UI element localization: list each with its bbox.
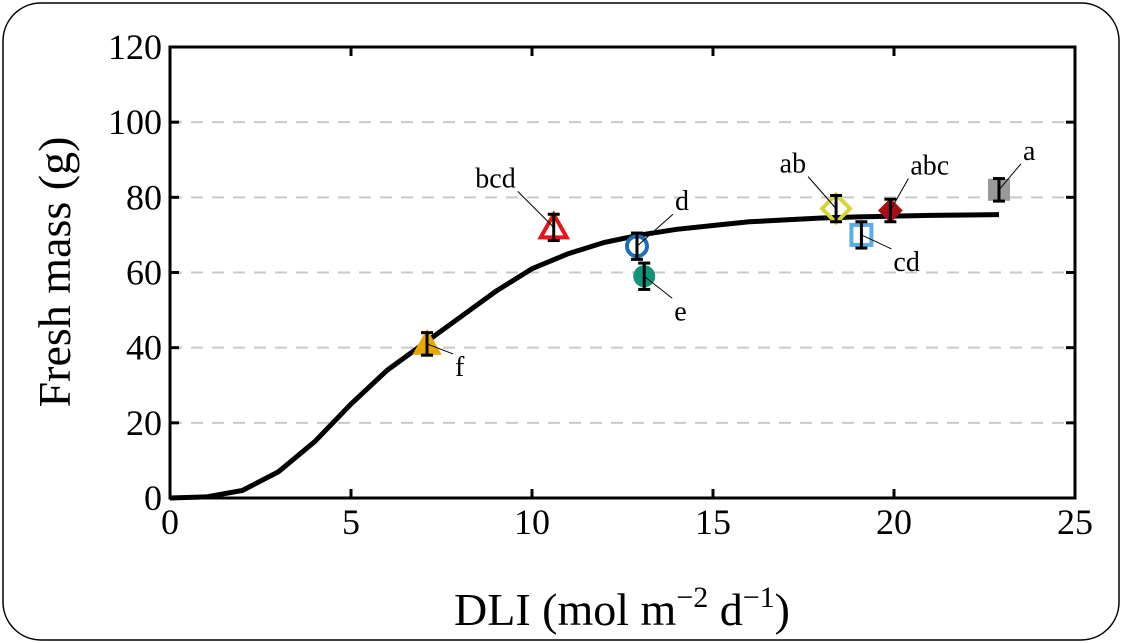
- point-a: a: [987, 136, 1036, 203]
- axis-ticks: 0 5 10 15 20 25 0 20 40 60 80 100 120: [108, 27, 1093, 542]
- grid-lines: [170, 121, 1075, 424]
- y-tick-label-60: 60: [126, 253, 162, 293]
- x-tick-label-15: 15: [695, 502, 731, 542]
- point-cd: cd: [849, 220, 920, 278]
- leader-d: [636, 213, 674, 247]
- point-label-abc: abc: [910, 150, 949, 181]
- leader-f: [426, 343, 454, 355]
- y-axis-title: Fresh mass (g): [29, 137, 80, 408]
- x-tick-label-25: 25: [1057, 502, 1093, 542]
- point-abc: abc: [877, 150, 949, 224]
- fit-curve: [169, 212, 1000, 501]
- point-label-e: e: [674, 296, 686, 327]
- x-tick-label-10: 10: [514, 502, 550, 542]
- x-axis-title: DLI (mol m−2 d−1): [454, 581, 790, 635]
- point-label-a: a: [1023, 136, 1036, 167]
- leader-cd: [861, 234, 892, 250]
- point-e: e: [633, 261, 687, 327]
- point-bcd: bcd: [475, 163, 571, 243]
- leader-bcd: [517, 191, 555, 228]
- x-axis-title-end: ): [775, 584, 790, 635]
- y-tick-label-0: 0: [144, 478, 162, 518]
- point-label-bcd: bcd: [475, 163, 515, 194]
- x-tick-label-5: 5: [342, 502, 360, 542]
- leader-a: [998, 163, 1022, 191]
- x-axis-title-base: DLI (mol m: [454, 584, 677, 635]
- y-tick-label-80: 80: [126, 177, 162, 217]
- point-d: d: [624, 186, 689, 261]
- point-label-d: d: [675, 186, 689, 217]
- y-tick-label-120: 120: [108, 27, 162, 67]
- leader-ab: [807, 176, 837, 209]
- point-label-f: f: [455, 352, 465, 383]
- leader-e: [643, 275, 673, 299]
- data-points: f bcd d e ab cd abc a: [412, 136, 1036, 383]
- x-tick-label-20: 20: [876, 502, 912, 542]
- x-tick-label-0: 0: [161, 502, 179, 542]
- leader-abc: [889, 178, 909, 211]
- x-axis-title-mid: d: [708, 584, 743, 635]
- point-label-ab: ab: [780, 149, 806, 180]
- point-ab: ab: [780, 149, 853, 226]
- x-axis-title-exp2: −1: [743, 581, 775, 614]
- point-label-cd: cd: [893, 247, 919, 278]
- y-tick-label-20: 20: [126, 403, 162, 443]
- point-f: f: [412, 328, 465, 383]
- y-tick-label-40: 40: [126, 328, 162, 368]
- x-axis-title-exp1: −2: [676, 581, 708, 614]
- y-tick-label-100: 100: [108, 102, 162, 142]
